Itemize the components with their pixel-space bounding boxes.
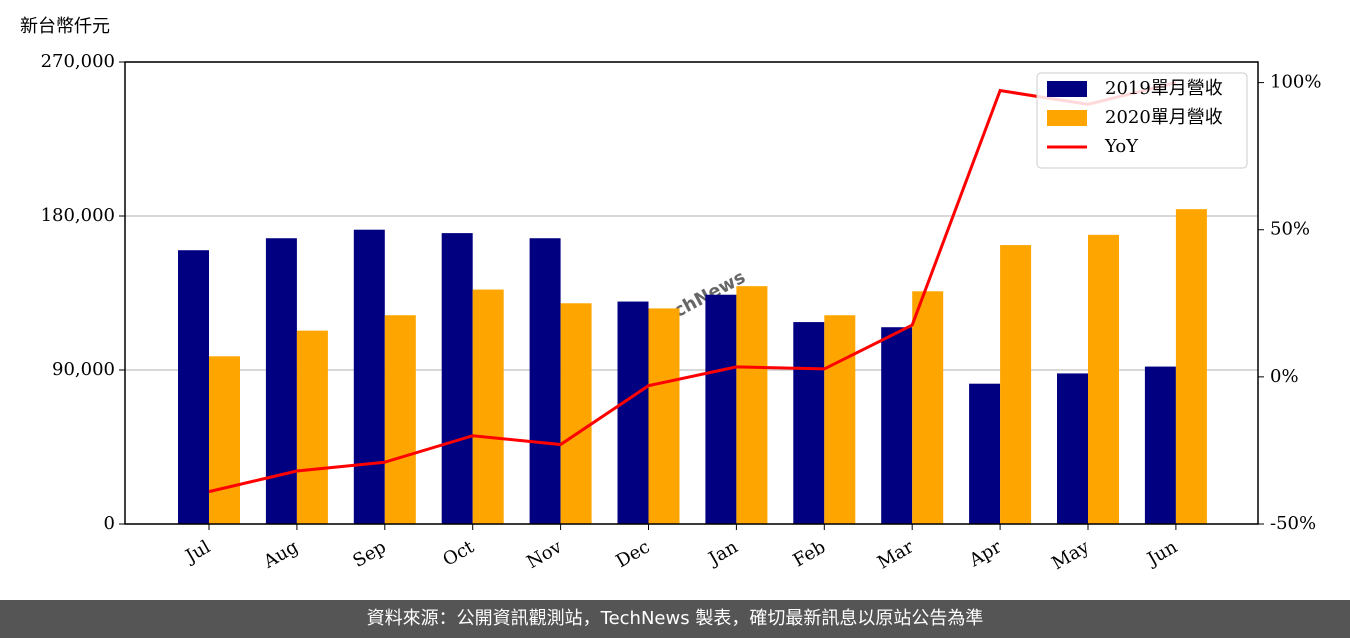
y-tick-label: 180,000 (41, 205, 115, 226)
x-tick-label: Sep (349, 536, 389, 571)
y-tick-label: 90,000 (52, 359, 115, 380)
x-tick-label: Feb (790, 536, 830, 571)
bar (617, 301, 649, 524)
x-tick-label: May (1048, 536, 1093, 574)
y2-tick-label: 100% (1270, 72, 1321, 93)
legend-swatch (1047, 81, 1087, 97)
bar (353, 229, 385, 524)
bar (793, 322, 825, 524)
bar (705, 294, 737, 524)
y2-tick-label: 0% (1270, 366, 1299, 387)
bar (648, 308, 680, 524)
x-tick-label: Mar (874, 536, 918, 573)
bar (1000, 245, 1032, 525)
x-tick-label: Jun (1142, 536, 1181, 571)
x-tick-label: Nov (523, 536, 566, 573)
x-tick-label: Oct (439, 536, 478, 571)
bar (912, 291, 944, 524)
y-tick-label: 0 (104, 513, 115, 534)
bar (209, 356, 240, 524)
line (208, 81, 1177, 494)
legend-label: 2019單月營收 (1105, 78, 1223, 99)
bar (1144, 366, 1176, 524)
y-unit-label: 新台幣仟元 (20, 16, 110, 37)
bar (560, 303, 592, 524)
bar (824, 315, 856, 524)
legend-label: 2020單月營收 (1105, 107, 1223, 128)
legend-box (1036, 72, 1248, 169)
bar (1175, 209, 1207, 524)
bar (296, 330, 328, 524)
y-tick-label: 270,000 (41, 51, 115, 72)
bar (881, 327, 913, 524)
y2-tick-label: -50% (1270, 513, 1316, 534)
plot-frame (124, 61, 1259, 525)
legend-swatch (1047, 110, 1087, 126)
bar (178, 250, 209, 524)
x-tick-label: Jan (704, 536, 742, 570)
bar (529, 238, 561, 524)
footer-bar (0, 600, 1350, 638)
bar (1088, 234, 1119, 525)
y2-tick-label: 50% (1270, 219, 1310, 240)
x-tick-label: Jul (180, 536, 214, 568)
bar (265, 238, 297, 524)
footer: 資料來源：公開資訊觀測站，TechNews 製表，確切最新訊息以原站公告為準 (367, 608, 984, 629)
bar (384, 315, 416, 524)
legend-label: YoY (1104, 136, 1139, 157)
bar (1057, 373, 1088, 524)
bar (472, 289, 504, 524)
bar (441, 233, 473, 524)
x-tick-label: Dec (613, 536, 654, 572)
x-tick-label: Aug (259, 536, 302, 573)
bar (969, 383, 1001, 524)
x-tick-label: Apr (965, 536, 1005, 571)
bar (736, 286, 768, 524)
